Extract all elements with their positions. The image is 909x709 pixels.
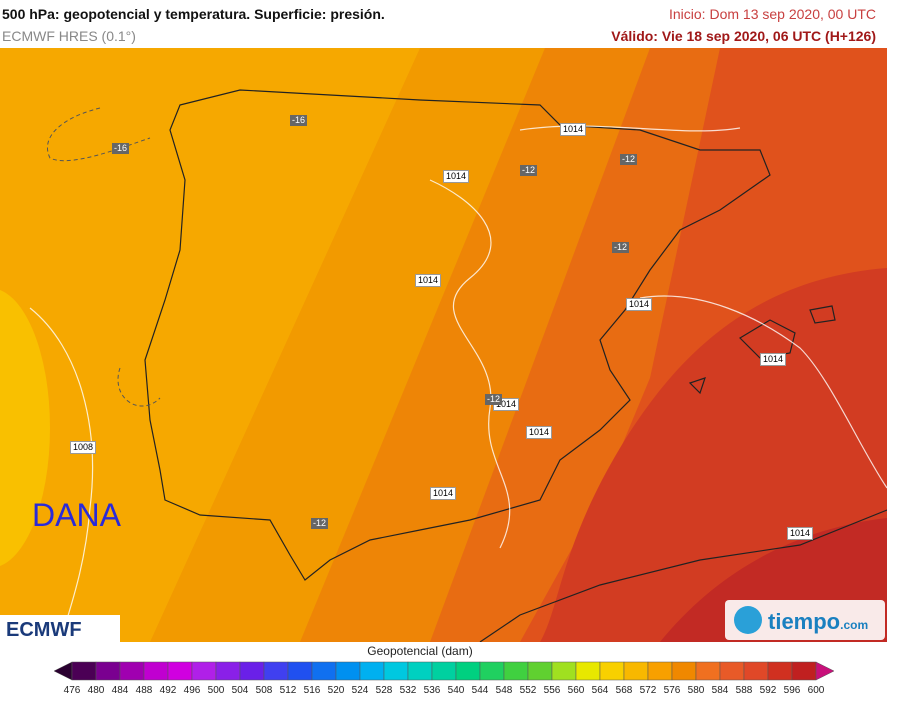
pressure-label: 1014 — [760, 353, 787, 366]
colorbar-tick-label: 584 — [712, 685, 729, 696]
pressure-label: 1014 — [787, 527, 814, 540]
colorbar-box — [431, 661, 457, 681]
colorbar-box — [71, 661, 97, 681]
colorbar-box — [647, 661, 673, 681]
colorbar-tick-label: 536 — [424, 685, 441, 696]
pressure-label: 1014 — [626, 298, 653, 311]
colorbar-tick-label: 572 — [640, 685, 657, 696]
pressure-label: 1014 — [415, 274, 442, 287]
ecmwf-logo: ECMWF — [6, 619, 82, 641]
colorbar-tick-label: 560 — [568, 685, 585, 696]
annotation: DANA — [32, 497, 121, 533]
colorbar-tick-label: 492 — [160, 685, 177, 696]
model: ECMWF HRES (0.1°) — [2, 28, 136, 44]
colorbar-box — [719, 661, 745, 681]
colorbar-box — [191, 661, 217, 681]
colorbar-box — [623, 661, 649, 681]
colorbar-tick-label: 500 — [208, 685, 225, 696]
temperature-label: -16 — [290, 115, 308, 126]
colorbar-box — [527, 661, 553, 681]
colorbar-over — [815, 661, 835, 681]
colorbar-under — [53, 661, 73, 681]
colorbar-box — [455, 661, 481, 681]
colorbar-tick-label: 580 — [688, 685, 705, 696]
colorbar-box — [407, 661, 433, 681]
colorbar-tick-label: 488 — [136, 685, 153, 696]
colorbar-box — [119, 661, 145, 681]
colorbar-box — [791, 661, 817, 681]
colorbar-box — [335, 661, 361, 681]
colorbar: Geopotencial (dam) 476 480 484 488 492 496 500… — [53, 644, 835, 696]
colorbar-tick-label: 524 — [352, 685, 369, 696]
colorbar-tick-label: 480 — [88, 685, 105, 696]
colorbar-box — [383, 661, 409, 681]
colorbar-tick-label: 600 — [808, 685, 825, 696]
tiempo-logo: tiempo — [768, 609, 840, 634]
colorbar-tick-label: 576 — [664, 685, 681, 696]
colorbar-box — [599, 661, 625, 681]
colorbar-tick-label: 516 — [304, 685, 321, 696]
tiempo-suffix: .com — [840, 618, 868, 632]
colorbar-box — [287, 661, 313, 681]
pressure-label: 1014 — [526, 426, 553, 439]
colorbar-box — [311, 661, 337, 681]
pressure-label: 1014 — [430, 487, 457, 500]
colorbar-box — [215, 661, 241, 681]
colorbar-tick-label: 508 — [256, 685, 273, 696]
temperature-label: -16 — [112, 143, 130, 154]
colorbar-tick-label: 540 — [448, 685, 465, 696]
colorbar-tick-label: 520 — [328, 685, 345, 696]
colorbar-box — [551, 661, 577, 681]
colorbar-box — [239, 661, 265, 681]
colorbar-tick-label: 496 — [184, 685, 201, 696]
colorbar-tick-label: 568 — [616, 685, 633, 696]
colorbar-box — [479, 661, 505, 681]
colorbar-tick-label: 596 — [784, 685, 801, 696]
title: 500 hPa: geopotencial y temperatura. Sup… — [2, 6, 385, 22]
temperature-label: -12 — [485, 394, 503, 405]
colorbar-tick-label: 512 — [280, 685, 297, 696]
temperature-label: -12 — [620, 154, 638, 165]
temperature-label: -12 — [520, 165, 538, 176]
temperature-label: -12 — [612, 242, 630, 253]
colorbar-title: Geopotencial (dam) — [367, 644, 472, 658]
colorbar-box — [575, 661, 601, 681]
svg-text:tiempo.com: tiempo.com — [768, 609, 868, 634]
init-time: Inicio: Dom 13 sep 2020, 00 UTC — [669, 6, 876, 22]
colorbar-tick-label: 504 — [232, 685, 249, 696]
colorbar-box — [503, 661, 529, 681]
colorbar-tick-label: 548 — [496, 685, 513, 696]
colorbar-tick-label: 592 — [760, 685, 777, 696]
temperature-label: -12 — [311, 518, 329, 529]
colorbar-box — [743, 661, 769, 681]
colorbar-box — [671, 661, 697, 681]
colorbar-box — [695, 661, 721, 681]
colorbar-box — [143, 661, 169, 681]
colorbar-box — [767, 661, 793, 681]
colorbar-box — [95, 661, 121, 681]
colorbar-tick-label: 476 — [64, 685, 81, 696]
pressure-label: 1014 — [560, 123, 587, 136]
colorbar-tick-label: 556 — [544, 685, 561, 696]
colorbar-box — [359, 661, 385, 681]
colorbar-tick-label: 588 — [736, 685, 753, 696]
pressure-label: 1008 — [70, 441, 97, 454]
colorbar-box — [167, 661, 193, 681]
colorbar-tick-label: 532 — [400, 685, 417, 696]
colorbar-tick-label: 564 — [592, 685, 609, 696]
colorbar-tick-label: 484 — [112, 685, 129, 696]
pressure-label: 1014 — [443, 170, 470, 183]
colorbar-tick-label: 544 — [472, 685, 489, 696]
map: ECMWF tiempo.com — [0, 48, 887, 642]
colorbar-tick-label: 552 — [520, 685, 537, 696]
colorbar-box — [263, 661, 289, 681]
valid-time: Válido: Vie 18 sep 2020, 06 UTC (H+126) — [611, 28, 876, 44]
colorbar-tick-label: 528 — [376, 685, 393, 696]
